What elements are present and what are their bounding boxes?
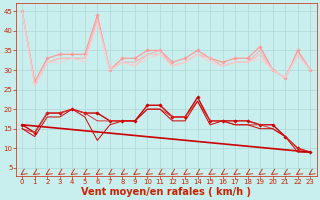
X-axis label: Vent moyen/en rafales ( km/h ): Vent moyen/en rafales ( km/h ) (81, 187, 251, 197)
